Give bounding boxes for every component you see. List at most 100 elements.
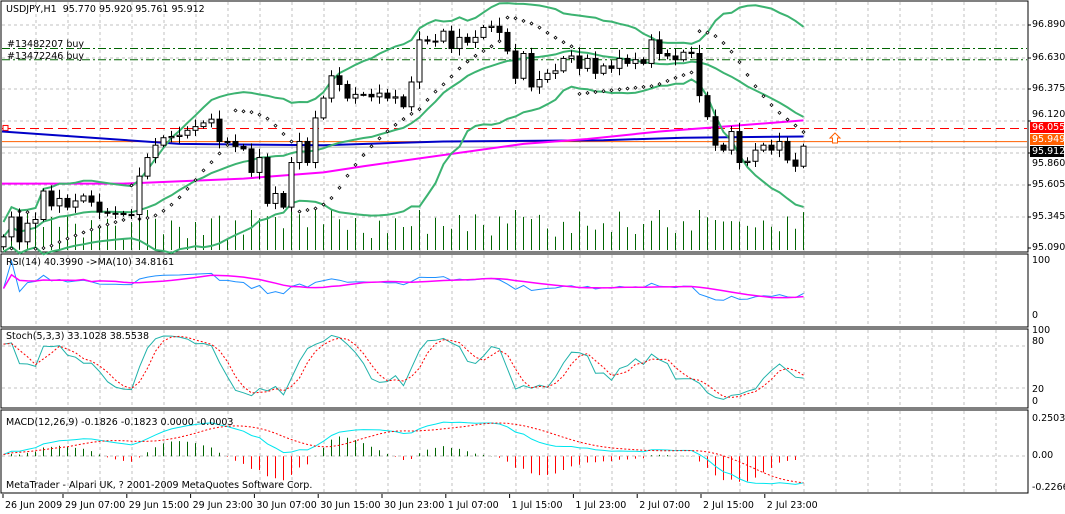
sar-dot xyxy=(241,109,246,114)
bull-candle xyxy=(632,59,639,64)
sar-dot xyxy=(89,227,94,232)
sar-dot xyxy=(393,122,398,127)
bull-candle xyxy=(432,40,439,43)
panel-frame xyxy=(0,328,1029,409)
bear-candle xyxy=(88,195,95,203)
order-label-1[interactable]: #13482207 buy xyxy=(7,39,85,50)
sar-dot xyxy=(609,88,614,93)
bull-candle xyxy=(456,36,463,50)
bear-candle xyxy=(640,59,647,64)
sar-dot xyxy=(217,151,222,156)
sar-dot xyxy=(761,94,766,99)
sar-dot xyxy=(673,75,678,80)
time-label: 1 Jul 07:00 xyxy=(447,500,499,511)
time-label: 30 Jun 15:00 xyxy=(320,500,381,511)
bull-candle xyxy=(488,25,495,28)
bull-candle xyxy=(392,96,399,99)
sar-dot xyxy=(65,236,70,241)
symbol-header: USDJPY,H1 95.770 95.920 95.761 95.912 xyxy=(6,4,205,15)
sar-dot xyxy=(769,102,774,108)
bear-candle xyxy=(400,96,407,108)
bull-candle xyxy=(568,55,575,59)
order-label-2[interactable]: #13472246 buy xyxy=(7,51,85,62)
bull-candle xyxy=(80,195,87,202)
time-label: 2 Jul 23:00 xyxy=(766,500,818,511)
sar-dot xyxy=(209,160,214,165)
bull-candle xyxy=(40,190,47,221)
bull-candle xyxy=(56,197,63,207)
sar-dot xyxy=(577,91,582,96)
bull-candle xyxy=(744,160,751,164)
rsi-ma-line xyxy=(2,273,804,299)
bull-candle xyxy=(288,162,295,208)
stoch-tick: 100 xyxy=(1032,325,1051,336)
bear-candle xyxy=(496,25,503,33)
time-label: 26 Jun 2009 xyxy=(5,500,63,511)
bull-candle xyxy=(144,157,151,177)
macd-tick: 0.2503 xyxy=(1032,413,1065,424)
bear-candle xyxy=(792,159,799,167)
sub-indicators xyxy=(2,259,1027,485)
candles xyxy=(0,17,807,249)
ask-price-tag: 95.949 xyxy=(1030,134,1065,145)
sar-dot xyxy=(465,59,470,64)
bear-candle xyxy=(240,145,247,150)
sar-dot xyxy=(105,222,110,227)
long-moving-average xyxy=(1,130,804,147)
sar-dot xyxy=(561,40,566,45)
bull-candle xyxy=(560,57,567,72)
sar-dot xyxy=(617,87,622,92)
stoch-tick: 20 xyxy=(1032,384,1045,395)
price-tick: 96.630 xyxy=(1032,52,1065,63)
bull-candle xyxy=(224,140,231,143)
bull-candle xyxy=(776,140,783,151)
rsi-tick: 100 xyxy=(1032,255,1051,266)
sar-dot xyxy=(113,220,118,225)
stoch-main-line xyxy=(3,334,804,400)
bear-candle xyxy=(264,157,271,204)
sar-dot xyxy=(473,53,478,58)
bull-candle xyxy=(176,134,183,137)
bull-candle xyxy=(408,81,415,108)
bear-candle xyxy=(368,93,375,98)
rsi-tick: 0 xyxy=(1032,310,1039,321)
sar-dot xyxy=(25,210,30,215)
sar-dot xyxy=(545,30,550,35)
stoch-signal-line xyxy=(3,335,804,398)
bear-candle xyxy=(280,192,287,208)
sar-dot xyxy=(81,230,86,235)
bear-candle xyxy=(784,140,791,161)
bull-candle xyxy=(320,97,327,119)
rsi-label: RSI(14) 40.3990 ->MA(10) 34.8161 xyxy=(6,257,175,268)
sar-dot xyxy=(9,246,14,251)
sar-dot xyxy=(585,90,590,96)
sar-dot xyxy=(441,82,446,87)
bull-candle xyxy=(32,219,39,224)
bull-candle xyxy=(128,214,135,217)
sar-dot xyxy=(321,202,326,207)
stoch-tick: 80 xyxy=(1032,336,1045,347)
sar-dot xyxy=(737,59,742,65)
copyright-text: MetaTrader - Alpari UK, ? 2001-2009 Meta… xyxy=(6,480,313,491)
bear-candle xyxy=(592,57,599,74)
bid-price-tag: 95.912 xyxy=(1030,146,1065,157)
bull-candle xyxy=(376,92,383,98)
bull-candle xyxy=(136,175,143,216)
sar-dot xyxy=(801,129,806,135)
bull-candle xyxy=(760,144,767,151)
bear-candle xyxy=(576,55,583,69)
sar-dot xyxy=(425,97,430,102)
sar-dot xyxy=(649,84,654,89)
time-label: 2 Jul 07:00 xyxy=(639,500,691,511)
price-tick: 96.890 xyxy=(1032,19,1065,30)
bear-candle xyxy=(120,212,127,216)
sar-dot xyxy=(153,213,158,218)
bull-candle xyxy=(352,93,359,99)
time-label: 29 Jun 07:00 xyxy=(65,500,126,511)
macd-signal-line xyxy=(3,422,804,484)
bull-candle xyxy=(112,212,119,215)
bull-candle xyxy=(160,137,167,146)
sar-dot xyxy=(513,16,518,21)
